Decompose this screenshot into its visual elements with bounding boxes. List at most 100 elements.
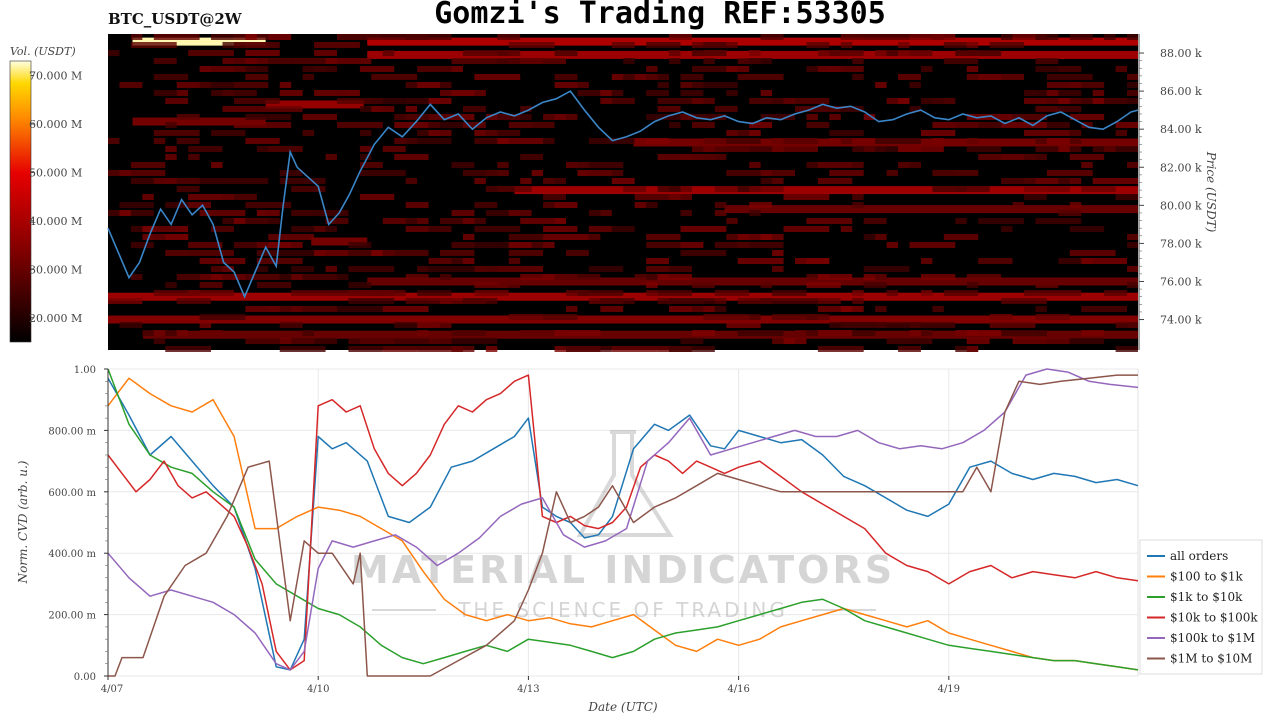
symbol-label: BTC_USDT@2W: [108, 10, 242, 28]
volume-cell: [462, 106, 486, 112]
volume-cell: [497, 138, 544, 144]
volume-cell: [1127, 74, 1138, 80]
flask-logo: [576, 430, 674, 537]
volume-cell: [978, 74, 1024, 80]
volume-band: [514, 186, 1138, 195]
colorbar-gradient: [9, 60, 32, 343]
volume-cell: [920, 258, 933, 264]
volume-cell: [199, 330, 223, 336]
volume-cell: [440, 298, 486, 304]
volume-cell: [669, 298, 715, 304]
volume-cell: [451, 90, 475, 96]
volume-cell: [749, 162, 761, 168]
volume-cell: [1046, 74, 1093, 80]
volume-cell: [417, 130, 441, 136]
volume-cell: [1081, 162, 1093, 168]
volume-cell: [451, 162, 475, 168]
volume-band: [311, 237, 368, 246]
volume-cell: [588, 170, 624, 176]
colorbar-tick-label: 50.000 M: [29, 166, 82, 179]
volume-cell: [1069, 130, 1082, 136]
volume-cell: [314, 250, 349, 256]
volume-cell: [130, 162, 166, 168]
volume-cell: [898, 346, 921, 352]
volume-cell: [829, 130, 864, 136]
volume-cell: [726, 322, 761, 328]
volume-cell: [359, 170, 406, 176]
cvd-line-2: [107, 368, 1139, 671]
volume-cell: [749, 186, 784, 192]
volume-cell: [577, 82, 589, 88]
volume-cell: [256, 282, 292, 288]
volume-cell: [1069, 34, 1093, 40]
volume-cell: [646, 258, 670, 264]
volume-cell: [737, 146, 784, 152]
cvd-series-lines: [107, 368, 1139, 677]
volume-cell: [646, 274, 658, 280]
volume-cell: [611, 226, 635, 232]
volume-band: [367, 277, 1138, 286]
chart-title: Gomzi's Trading REF:53305: [434, 0, 886, 31]
volume-cell: [130, 42, 177, 48]
volume-cell: [176, 186, 200, 192]
volume-cell: [382, 250, 429, 256]
volume-cell: [966, 338, 990, 344]
volume-cell: [966, 146, 1002, 152]
volume-cell: [726, 130, 738, 136]
volume-cell: [783, 138, 818, 144]
volume-cell: [772, 98, 784, 104]
volume-cell: [462, 50, 509, 56]
cvd-y-tick-label: 1.00: [74, 365, 96, 376]
volume-cell: [806, 314, 818, 320]
volume-cell: [646, 114, 692, 120]
volume-cell: [233, 82, 269, 88]
volume-cell: [348, 298, 395, 304]
volume-cell: [817, 298, 841, 304]
price-tick-label: 74.00 k: [1160, 314, 1202, 327]
volume-cell: [382, 306, 429, 312]
volume-cell: [222, 106, 257, 112]
volume-cell: [405, 178, 418, 184]
volume-cell: [188, 242, 223, 248]
volume-cell: [543, 314, 578, 320]
volume-cell: [577, 290, 624, 296]
volume-cell: [657, 274, 692, 280]
volume-cell: [680, 210, 692, 216]
volume-cell: [1115, 322, 1138, 328]
volume-cell: [1058, 178, 1070, 184]
volume-cell: [852, 290, 864, 296]
volume-cell: [1104, 290, 1128, 296]
volume-cell: [680, 242, 704, 248]
price-tick-label: 84.00 k: [1160, 123, 1202, 136]
volume-cell: [932, 34, 944, 40]
volume-cell: [153, 338, 166, 344]
volume-cell: [875, 306, 887, 312]
volume-cell: [611, 346, 658, 352]
volume-cell: [955, 170, 979, 176]
volume-cell: [691, 306, 704, 312]
volume-cell: [1115, 194, 1138, 200]
volume-cell: [909, 106, 921, 112]
volume-cell: [520, 218, 566, 224]
volume-cell: [382, 146, 406, 152]
volume-cell: [1035, 282, 1059, 288]
volume-cell: [314, 50, 337, 56]
volume-cell: [863, 234, 876, 240]
volume-cell: [1012, 114, 1047, 120]
volume-cell: [600, 90, 612, 96]
volume-cell: [749, 58, 773, 64]
volume-cell: [256, 258, 303, 264]
volume-cell: [760, 170, 795, 176]
colorbar-tick-label: 70.000 M: [29, 70, 82, 83]
volume-cell: [840, 42, 853, 48]
volume-cell: [371, 290, 383, 296]
volume-cell: [703, 58, 715, 64]
volume-cell: [691, 122, 715, 128]
volume-cell: [1127, 322, 1138, 328]
volume-cell: [817, 306, 853, 312]
volume-cell: [337, 34, 383, 40]
volume-cell: [691, 66, 738, 72]
volume-cell: [543, 178, 555, 184]
volume-cell: [955, 122, 1002, 128]
cvd-x-axis-label: Date (UTC): [587, 700, 657, 714]
